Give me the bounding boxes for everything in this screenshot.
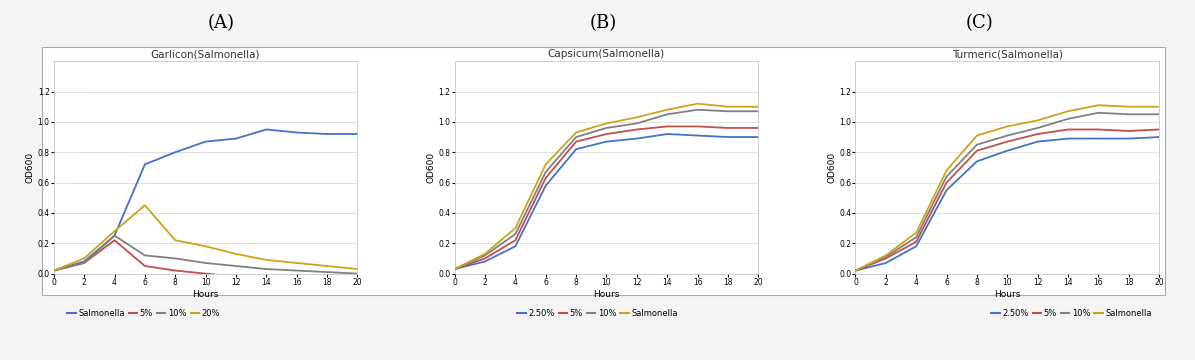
Legend: 2.50%, 5%, 10%, Salmonella: 2.50%, 5%, 10%, Salmonella [988,306,1156,321]
X-axis label: Hours: Hours [192,289,219,298]
Title: Capsicum(Salmonella): Capsicum(Salmonella) [547,49,666,59]
Legend: Salmonella, 5%, 10%, 20%: Salmonella, 5%, 10%, 20% [63,306,223,321]
Y-axis label: OD600: OD600 [26,152,35,183]
X-axis label: Hours: Hours [994,289,1021,298]
Text: (A): (A) [208,14,234,32]
Text: (B): (B) [590,14,617,32]
Title: Turmeric(Salmonella): Turmeric(Salmonella) [951,49,1062,59]
Y-axis label: OD600: OD600 [427,152,435,183]
X-axis label: Hours: Hours [593,289,620,298]
Y-axis label: OD600: OD600 [827,152,836,183]
Title: Garlicon(Salmonella): Garlicon(Salmonella) [151,49,261,59]
Text: (C): (C) [966,14,994,32]
Legend: 2.50%, 5%, 10%, Salmonella: 2.50%, 5%, 10%, Salmonella [514,306,681,321]
